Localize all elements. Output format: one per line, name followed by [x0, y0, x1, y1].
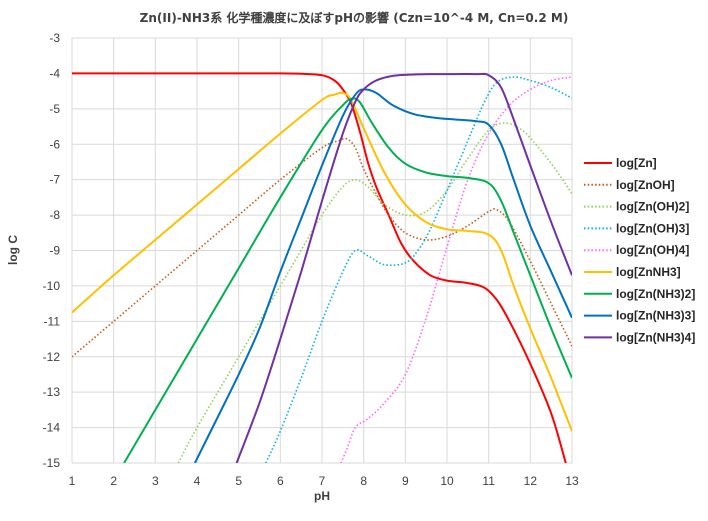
x-tick-label: 9 — [402, 474, 409, 488]
series-line — [123, 97, 572, 463]
x-tick-label: 1 — [69, 474, 76, 488]
x-tick-label: 11 — [482, 474, 495, 488]
legend-label: log[ZnOH] — [616, 178, 675, 192]
chart-title: Zn(II)-NH3系 化学種濃度に及ぼすpHの影響 (Czn=10^-4 M,… — [140, 10, 569, 25]
legend-label: log[Zn] — [616, 156, 657, 170]
legend-label: log[ZnNH3] — [616, 265, 681, 279]
x-tick-labels: 1 2 3 4 5 6 7 8 9 10 11 12 13 — [69, 474, 579, 488]
y-tick-label: -3 — [49, 31, 60, 45]
grid — [71, 37, 573, 464]
x-tick-label: 5 — [235, 474, 242, 488]
series-line — [340, 76, 572, 463]
series-line — [72, 91, 572, 432]
x-tick-label: 3 — [152, 474, 159, 488]
series-lines — [72, 72, 572, 463]
legend: log[Zn] log[ZnOH] log[Zn(OH)2] log[Zn(OH)3]… — [584, 156, 695, 344]
y-tick-label: -5 — [49, 102, 60, 116]
y-tick-labels: -3 -4 -5 -6 -7 -8 -9 -10 -11 -12 -13 -14 -15 — [43, 31, 61, 470]
series-line — [194, 88, 572, 463]
legend-label: log[Zn(OH)2] — [616, 200, 689, 214]
legend-label: log[Zn(NH3)4] — [616, 330, 695, 344]
series-line — [177, 122, 572, 463]
x-tick-label: 7 — [319, 474, 326, 488]
x-tick-label: 2 — [110, 474, 117, 488]
y-tick-label: -12 — [43, 350, 61, 364]
series-line — [72, 137, 572, 358]
y-tick-label: -4 — [49, 66, 60, 80]
x-tick-label: 10 — [440, 474, 454, 488]
y-tick-label: -8 — [49, 208, 60, 222]
y-tick-label: -11 — [44, 314, 61, 328]
legend-label: log[Zn(NH3)2] — [616, 287, 695, 301]
x-tick-label: 6 — [277, 474, 284, 488]
x-tick-label: 8 — [360, 474, 367, 488]
legend-label: log[Zn(NH3)3] — [616, 309, 695, 323]
series-line — [235, 72, 572, 463]
y-tick-label: -7 — [49, 173, 60, 187]
y-tick-label: -10 — [43, 279, 61, 293]
y-tick-label: -9 — [49, 244, 60, 258]
x-tick-label: 12 — [524, 474, 538, 488]
x-tick-label: 4 — [194, 474, 201, 488]
x-tick-label: 13 — [565, 474, 579, 488]
legend-label: log[Zn(OH)3] — [616, 221, 689, 235]
y-tick-label: -14 — [43, 421, 61, 435]
y-tick-label: -13 — [43, 385, 61, 399]
legend-label: log[Zn(OH)4] — [616, 243, 689, 257]
y-tick-label: -15 — [43, 456, 61, 470]
x-axis-label: pH — [314, 489, 330, 503]
series-line — [72, 72, 567, 463]
y-axis-label: log C — [6, 235, 20, 265]
y-tick-label: -6 — [49, 137, 60, 151]
series-line — [265, 76, 572, 463]
